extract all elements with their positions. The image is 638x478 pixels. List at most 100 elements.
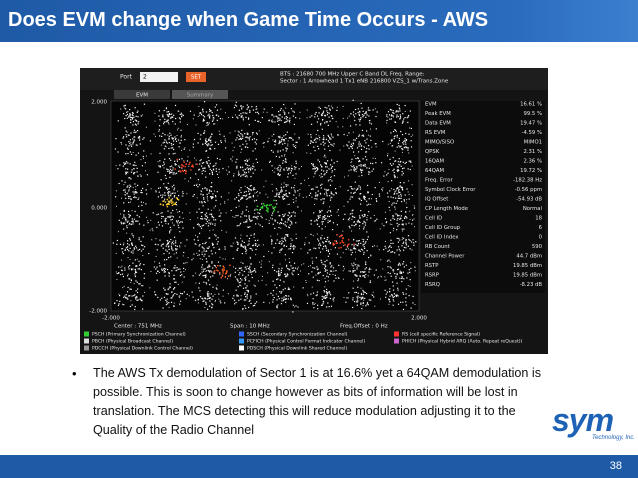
constellation-point	[315, 111, 317, 114]
constellation-point	[247, 137, 249, 139]
constellation-point	[122, 244, 125, 246]
tab[interactable]	[172, 90, 228, 99]
page-number: 38	[609, 460, 622, 472]
constellation-point	[208, 222, 210, 224]
constellation-point	[137, 137, 140, 139]
set-button[interactable]	[186, 72, 206, 82]
constellation-point	[404, 146, 406, 148]
constellation-point	[405, 242, 407, 245]
constellation-point	[293, 248, 295, 250]
noise-point	[257, 195, 259, 197]
constellation-point	[216, 243, 218, 245]
constellation-point	[163, 270, 165, 272]
noise-point	[327, 219, 329, 221]
constellation-point	[248, 268, 250, 270]
constellation-point	[282, 198, 285, 200]
noise-point	[343, 268, 345, 270]
constellation-point	[404, 141, 407, 143]
constellation-point	[236, 116, 238, 118]
constellation-point	[397, 246, 400, 248]
constellation-point	[167, 288, 169, 291]
constellation-point	[364, 214, 366, 216]
constellation-point	[407, 272, 409, 274]
constellation-point	[176, 293, 178, 295]
noise-point	[201, 258, 203, 260]
constellation-point	[280, 190, 282, 193]
highlight-point	[222, 268, 224, 270]
noise-point	[245, 253, 247, 255]
noise-point	[139, 297, 141, 299]
constellation-point	[364, 222, 367, 224]
constellation-point	[392, 112, 394, 114]
constellation-point	[393, 202, 395, 204]
constellation-point	[166, 243, 168, 246]
constellation-point	[208, 237, 210, 239]
noise-point	[396, 176, 398, 178]
constellation-point	[390, 115, 393, 117]
constellation-point	[134, 308, 136, 311]
constellation-point	[170, 171, 172, 174]
noise-point	[299, 111, 301, 113]
constellation-point	[256, 139, 258, 141]
noise-point	[287, 236, 289, 238]
constellation-point	[130, 251, 132, 253]
constellation-point	[359, 186, 361, 188]
constellation-point	[211, 253, 213, 255]
constellation-point	[253, 187, 255, 189]
constellation-point	[309, 142, 312, 144]
constellation-point	[242, 195, 244, 197]
noise-point	[355, 170, 357, 172]
noise-point	[125, 247, 127, 249]
tab-active[interactable]	[114, 90, 170, 99]
port-select[interactable]	[140, 72, 178, 82]
constellation-point	[396, 134, 398, 136]
constellation-point	[321, 128, 323, 130]
constellation-point	[329, 273, 331, 275]
noise-point	[273, 115, 275, 117]
constellation-point	[234, 276, 236, 278]
constellation-point	[410, 307, 412, 309]
constellation-point	[132, 143, 134, 145]
noise-point	[297, 266, 299, 268]
noise-point	[299, 188, 301, 190]
constellation-point	[354, 264, 356, 266]
constellation-point	[168, 142, 170, 144]
constellation-point	[250, 220, 252, 222]
constellation-point	[202, 167, 204, 169]
noise-point	[261, 169, 263, 171]
constellation-point	[346, 144, 348, 146]
noise-point	[162, 115, 164, 117]
constellation-point	[261, 225, 264, 228]
constellation-point	[203, 167, 205, 169]
constellation-point	[246, 295, 248, 297]
constellation-point	[202, 120, 204, 122]
constellation-point	[210, 196, 212, 198]
highlight-point	[183, 161, 185, 163]
constellation-point	[140, 250, 143, 252]
constellation-point	[361, 296, 363, 298]
constellation-point	[246, 104, 248, 106]
highlight-point	[168, 203, 170, 206]
constellation-point	[165, 299, 167, 301]
constellation-point	[213, 217, 215, 219]
noise-point	[122, 247, 124, 249]
constellation-point	[326, 288, 328, 291]
constellation-point	[403, 217, 406, 219]
constellation-point	[369, 109, 371, 111]
constellation-point	[351, 166, 353, 168]
constellation-point	[325, 138, 327, 141]
noise-point	[288, 258, 290, 260]
noise-point	[333, 270, 335, 272]
constellation-point	[328, 189, 330, 191]
noise-point	[155, 243, 157, 245]
constellation-point	[154, 243, 156, 246]
constellation-point	[132, 124, 134, 126]
constellation-point	[136, 171, 138, 173]
constellation-point	[326, 114, 328, 116]
constellation-point	[169, 226, 172, 229]
constellation-point	[415, 241, 417, 243]
highlight-point	[226, 271, 228, 273]
constellation-point	[244, 175, 246, 178]
constellation-point	[163, 163, 165, 165]
constellation-point	[310, 136, 312, 138]
